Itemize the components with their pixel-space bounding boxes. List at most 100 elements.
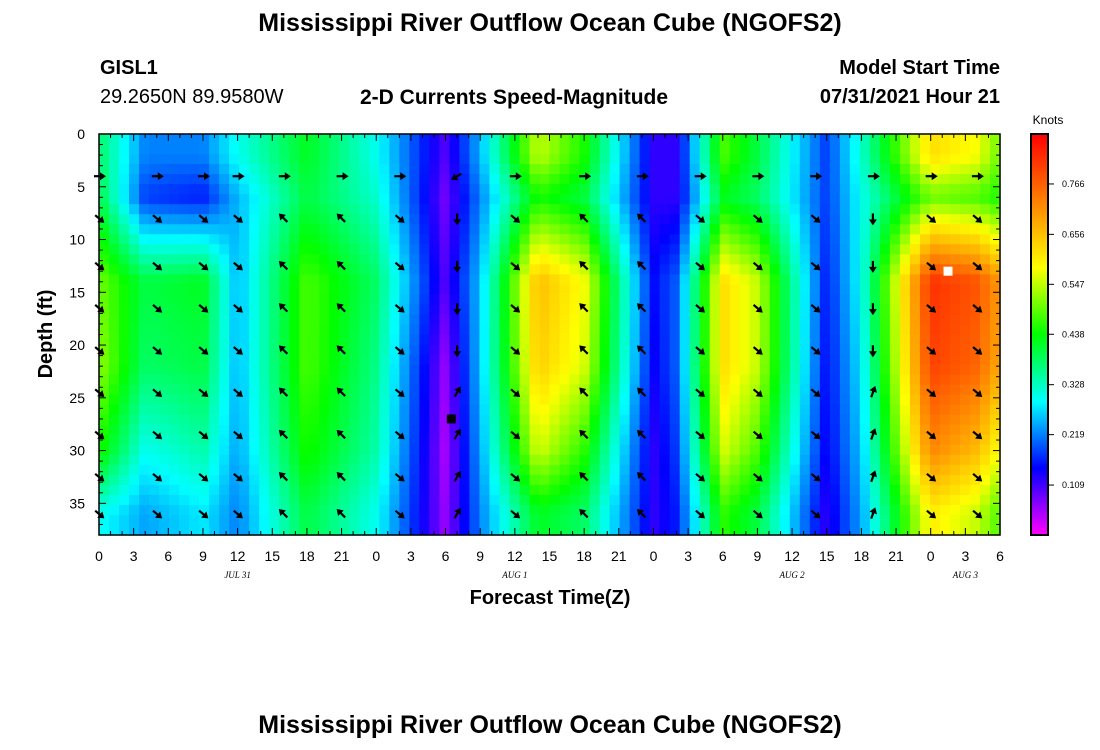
heatmap-cell [989,284,1001,296]
heatmap-cell [699,164,711,175]
heatmap-cell [379,494,390,506]
heatmap-cell [829,264,841,275]
heatmap-cell [549,324,561,336]
heatmap-cell [269,464,280,476]
heatmap-cell [869,394,881,406]
current-arrow [394,388,405,397]
heatmap-cell [479,384,491,396]
heatmap-cell [899,184,911,195]
heatmap-cell [639,484,651,496]
heatmap-cell [309,374,320,386]
heatmap-cell [109,194,120,205]
heatmap-cell [459,184,471,195]
heatmap-cell [589,334,601,346]
heatmap-cell [829,144,841,155]
heatmap-cell [739,424,751,436]
heatmap-cell [799,274,811,285]
heatmap-cell [859,434,871,446]
heatmap-cell [549,284,561,296]
heatmap-cell [329,394,340,406]
heatmap-cell [739,374,751,386]
heatmap-cell [579,144,591,155]
heatmap-cell [939,314,951,326]
heatmap-cell [869,324,881,336]
heatmap-cell [139,294,150,306]
heatmap-cell [109,214,120,225]
heatmap-cell [389,304,400,316]
heatmap-cell [769,334,781,346]
heatmap-cell [149,354,160,366]
heatmap-cell [819,174,831,185]
heatmap-cell [909,144,921,155]
heatmap-cell [139,444,150,456]
heatmap-cell [909,384,921,396]
heatmap-cell [249,454,260,466]
heatmap-cell [469,354,481,366]
heatmap-cell [409,404,420,416]
heatmap-cell [829,484,841,496]
heatmap-cell [909,154,921,165]
heatmap-cell [359,204,370,215]
heatmap-cell [839,154,851,165]
heatmap-cell [879,214,891,225]
heatmap-cell [769,484,781,496]
heatmap-cell [539,214,551,225]
heatmap-cell [709,154,721,165]
heatmap-cell [699,414,711,426]
heatmap-cell [789,154,801,165]
heatmap-cell [609,424,621,436]
heatmap-cell [939,434,951,446]
heatmap-cell [889,274,901,285]
heatmap-cell [379,294,390,306]
heatmap-cell [189,524,200,536]
heatmap-cell [129,504,140,516]
heatmap-cell [429,254,440,265]
heatmap-cell [229,524,240,536]
heatmap-cell [609,334,621,346]
heatmap-cell [349,424,360,436]
heatmap-cell [349,344,360,356]
heatmap-cell [459,344,471,356]
y-tick-label: 35 [69,495,85,511]
heatmap-cell [689,154,701,165]
heatmap-cell [799,454,811,466]
heatmap-cell [159,204,170,215]
heatmap-cell [739,134,751,145]
heatmap-cell [739,254,751,265]
heatmap-cell [479,304,491,316]
heatmap-cell [329,354,340,366]
heatmap-cell [319,404,330,416]
heatmap-cell [569,344,581,356]
heatmap-cell [929,234,941,245]
heatmap-cell [99,504,110,516]
heatmap-cell [299,384,310,396]
heatmap-cell [309,324,320,336]
heatmap-cell [259,224,270,235]
heatmap-cell [799,334,811,346]
heatmap-cell [609,354,621,366]
heatmap-cell [209,204,220,215]
heatmap-cell [169,394,180,406]
heatmap-cell [449,194,460,205]
heatmap-cell [169,514,180,526]
heatmap-cell [539,484,551,496]
heatmap-cell [899,524,911,536]
heatmap-cell [129,134,140,145]
current-arrow [510,388,521,397]
heatmap-cell [959,194,971,205]
heatmap-cell [129,284,140,296]
heatmap-cell [379,384,390,396]
heatmap-cell [589,184,601,195]
current-arrow [972,509,983,519]
heatmap-cell [209,514,220,526]
current-arrow [453,213,462,226]
heatmap-cell [609,294,621,306]
heatmap-cell [509,494,521,506]
heatmap-cell [729,164,741,175]
heatmap-cell [829,494,841,506]
heatmap-cell [219,394,230,406]
heatmap-cell [239,514,250,526]
heatmap-cell [819,304,831,316]
heatmap-cell [369,514,380,526]
heatmap-cell [759,364,771,376]
